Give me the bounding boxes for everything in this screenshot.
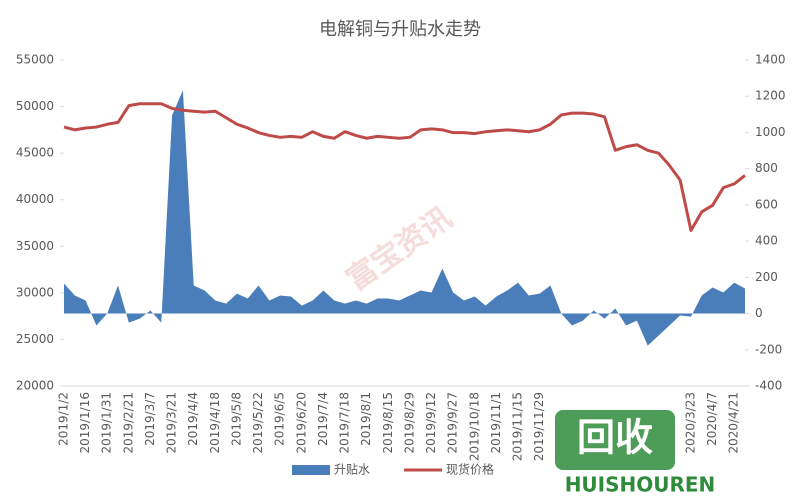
logo-name: HUISHOUREN [565, 473, 716, 497]
y2-tick-label: -400 [755, 379, 782, 393]
y-tick-label: 40000 [16, 192, 54, 206]
y-tick-label: 45000 [16, 146, 54, 160]
x-tick-label: 2020/4/21 [727, 392, 741, 454]
x-tick-label: 2019/4/4 [186, 392, 200, 446]
x-tick-label: 2019/9/27 [446, 392, 460, 454]
x-tick-label: 2019/1/31 [100, 392, 114, 454]
y-tick-label: 55000 [16, 53, 54, 67]
x-tick-label: 2019/6/20 [294, 392, 308, 454]
y-tick-label: 50000 [16, 99, 54, 113]
y2-tick-label: 1400 [755, 53, 786, 67]
x-tick-label: 2019/3/7 [143, 392, 157, 446]
y2-tick-label: 200 [755, 270, 778, 284]
legend-swatch [292, 465, 330, 475]
x-tick-label: 2019/11/1 [489, 392, 503, 454]
logo-box [555, 410, 675, 470]
x-tick-label: 2019/10/18 [467, 392, 481, 461]
y2-tick-label: 600 [755, 197, 778, 211]
x-tick-label: 2019/8/29 [402, 392, 416, 454]
chart-title: 电解铜与升贴水走势 [319, 19, 481, 40]
x-tick-label: 2020/4/7 [705, 392, 719, 446]
line [63, 102, 746, 232]
y-tick-label: 25000 [16, 332, 54, 346]
x-tick-label: 2020/3/23 [683, 392, 697, 454]
x-tick-label: 2019/3/21 [165, 392, 179, 454]
logo-icon: 回收 [577, 416, 653, 460]
x-tick-label: 2019/7/18 [338, 392, 352, 454]
y2-tick-label: 800 [755, 161, 778, 175]
y2-tick-label: 400 [755, 234, 778, 248]
x-tick-label: 2019/5/8 [229, 392, 243, 446]
y-tick-label: 30000 [16, 285, 54, 299]
x-tick-label: 2019/6/5 [273, 392, 287, 446]
x-tick-label: 2019/4/18 [208, 392, 222, 454]
legend-label: 升贴水 [334, 463, 370, 477]
x-tick-label: 2019/9/12 [424, 392, 438, 454]
y2-tick-label: -200 [755, 342, 782, 356]
y2-tick-label: 0 [755, 306, 763, 320]
x-tick-label: 2019/8/15 [381, 392, 395, 454]
legend-label: 现货价格 [446, 462, 494, 477]
y2-tick-label: 1200 [755, 89, 786, 103]
x-tick-label: 2019/1/2 [57, 392, 71, 446]
x-tick-label: 2019/8/1 [359, 392, 373, 446]
area [64, 90, 745, 346]
logo: 回收 HUISHOUREN [555, 410, 715, 497]
x-tick-label: 2019/1/16 [78, 392, 92, 454]
x-tick-label: 2019/11/15 [511, 392, 525, 461]
x-tick-label: 2019/5/22 [251, 392, 265, 454]
y2-tick-label: 1000 [755, 125, 786, 139]
x-tick-label: 2019/11/29 [532, 392, 546, 461]
y-tick-label: 35000 [16, 239, 54, 253]
x-tick-label: 2019/2/21 [121, 392, 135, 454]
x-tick-label: 2019/7/4 [316, 392, 330, 446]
y-tick-label: 20000 [16, 379, 54, 393]
